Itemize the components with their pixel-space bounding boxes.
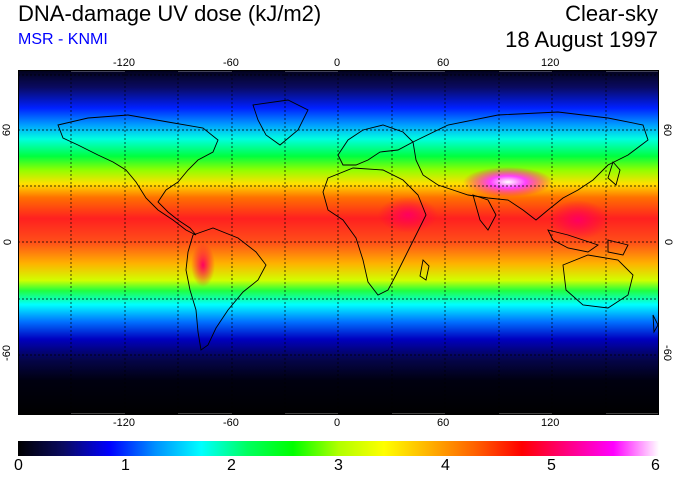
color-scale-bar bbox=[18, 441, 659, 456]
scale-label: 6 bbox=[651, 457, 660, 474]
bottom-lon-tick: 120 bbox=[541, 417, 560, 429]
sky-condition-label: Clear-sky bbox=[565, 1, 658, 26]
scale-label: 2 bbox=[227, 457, 236, 474]
scale-label: 3 bbox=[334, 457, 343, 474]
top-lon-tick: -120 bbox=[113, 57, 136, 69]
right-lat-tick: -60 bbox=[660, 345, 673, 361]
uv-field bbox=[18, 70, 659, 415]
scale-label: 4 bbox=[441, 457, 450, 474]
africa-hotspot bbox=[378, 197, 438, 233]
bottom-lon-tick: 0 bbox=[334, 417, 341, 429]
top-lon-tick: 60 bbox=[437, 57, 450, 69]
bottom-lon-tick: -120 bbox=[113, 417, 136, 429]
top-lon-tick: -60 bbox=[223, 57, 239, 69]
bottom-lon-tick: -60 bbox=[223, 417, 239, 429]
left-lat-tick: 60 bbox=[1, 123, 14, 137]
graticule bbox=[18, 70, 659, 415]
uv-dose-map bbox=[18, 70, 659, 415]
top-lon-tick: 0 bbox=[334, 57, 341, 69]
right-lat-tick: 0 bbox=[662, 238, 675, 246]
bottom-lon-tick: 60 bbox=[437, 417, 450, 429]
coastlines bbox=[57, 99, 659, 351]
scale-label: 0 bbox=[14, 457, 23, 474]
scale-label: 1 bbox=[121, 457, 130, 474]
left-lat-tick: 0 bbox=[2, 238, 15, 246]
date-label: 18 August 1997 bbox=[505, 27, 658, 52]
tibet-hotspot bbox=[463, 167, 553, 197]
map-frame bbox=[18, 70, 659, 415]
scale-label: 5 bbox=[547, 457, 556, 474]
map-canvas bbox=[18, 70, 659, 415]
right-lat-tick: 60 bbox=[661, 123, 674, 137]
top-lon-tick: 120 bbox=[541, 57, 560, 69]
pacific-hotspot bbox=[548, 200, 608, 240]
andes-hotspot bbox=[191, 243, 215, 287]
left-lat-tick: -60 bbox=[0, 345, 13, 361]
institution-label: MSR - KNMI bbox=[18, 31, 108, 48]
map-title: DNA-damage UV dose (kJ/m2) bbox=[18, 1, 322, 26]
